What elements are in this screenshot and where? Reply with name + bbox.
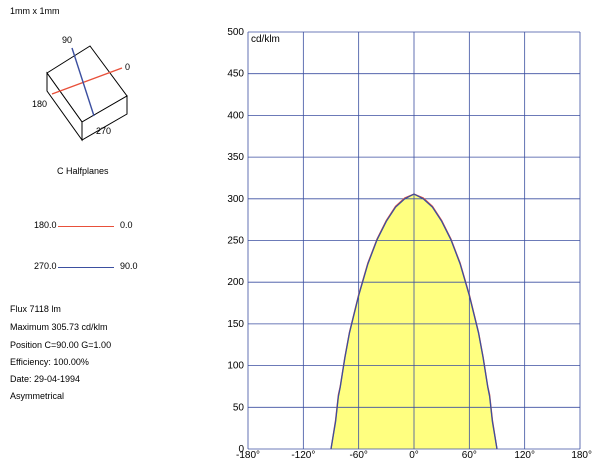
- y-tick-label: 450: [227, 69, 244, 80]
- halfplanes-title: C Halfplanes: [57, 166, 109, 176]
- legend-line-red: [58, 226, 114, 228]
- legend-right-label: 90.0: [120, 261, 138, 271]
- x-tick-label: 60°: [462, 450, 477, 461]
- cube-label-270: 270: [96, 126, 111, 136]
- position-text: Position C=90.00 G=1.00: [10, 340, 112, 350]
- cube-axis-blue: [71, 47, 95, 117]
- symmetry-text: Asymmetrical: [10, 391, 65, 401]
- c-halfplanes-cube-diagram: 90 0 180 270: [32, 35, 130, 142]
- cube-right-face: [81, 95, 128, 141]
- cube-label-0: 0: [125, 62, 130, 72]
- cube-label-90: 90: [62, 35, 72, 45]
- legend-right-label: 0.0: [120, 220, 133, 230]
- y-tick-label: 50: [233, 402, 245, 413]
- x-tick-label: 180°: [571, 450, 592, 461]
- y-tick-label: 150: [227, 319, 244, 330]
- x-tick-label: -120°: [291, 450, 315, 461]
- x-tick-label: 0°: [409, 450, 419, 461]
- y-tick-label: 500: [227, 27, 244, 38]
- x-tick-label: -180°: [236, 450, 260, 461]
- efficiency-text: Efficiency: 100.00%: [10, 357, 89, 367]
- y-unit-label: cd/klm: [251, 34, 280, 45]
- cube-axis-red: [51, 67, 123, 95]
- legend-item-red: 180.0 0.0: [0, 220, 200, 234]
- legend-line-blue: [58, 267, 114, 269]
- maximum-text: Maximum 305.73 cd/klm: [10, 322, 108, 332]
- x-tick-label: 120°: [514, 450, 535, 461]
- cube-label-180: 180: [32, 99, 47, 109]
- sample-size-label: 1mm x 1mm: [10, 6, 60, 16]
- x-tick-label: -60°: [349, 450, 367, 461]
- legend-item-blue: 270.0 90.0: [0, 261, 200, 275]
- y-tick-label: 100: [227, 361, 244, 372]
- y-tick-label: 0: [238, 444, 244, 455]
- flux-text: Flux 7118 lm: [10, 304, 61, 314]
- y-tick-label: 300: [227, 194, 244, 205]
- y-tick-label: 200: [227, 277, 244, 288]
- y-tick-label: 350: [227, 152, 244, 163]
- date-text: Date: 29-04-1994: [10, 374, 81, 384]
- legend-left-label: 270.0: [34, 261, 57, 271]
- y-tick-label: 250: [227, 236, 244, 247]
- y-tick-label: 400: [227, 110, 244, 121]
- legend-left-label: 180.0: [34, 220, 57, 230]
- series-line-1: [330, 193, 498, 450]
